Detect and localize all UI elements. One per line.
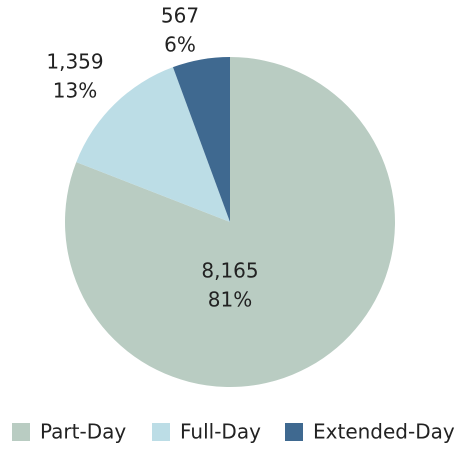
legend-label: Full-Day — [180, 420, 261, 444]
pie-slice — [76, 67, 230, 222]
percent-label: 81% — [208, 288, 252, 312]
legend-label: Part-Day — [40, 420, 126, 444]
percent-label: 6% — [164, 33, 196, 57]
legend-swatch — [152, 423, 170, 441]
pie-slice — [64, 57, 396, 387]
pie-slice — [172, 57, 230, 222]
legend-swatch — [285, 423, 303, 441]
value-label: 1,359 — [46, 50, 103, 74]
value-label: 8,165 — [201, 259, 258, 283]
legend-swatch — [12, 423, 30, 441]
legend-label: Extended-Day — [313, 420, 455, 444]
percent-label: 13% — [53, 79, 97, 103]
value-label: 567 — [161, 4, 199, 28]
